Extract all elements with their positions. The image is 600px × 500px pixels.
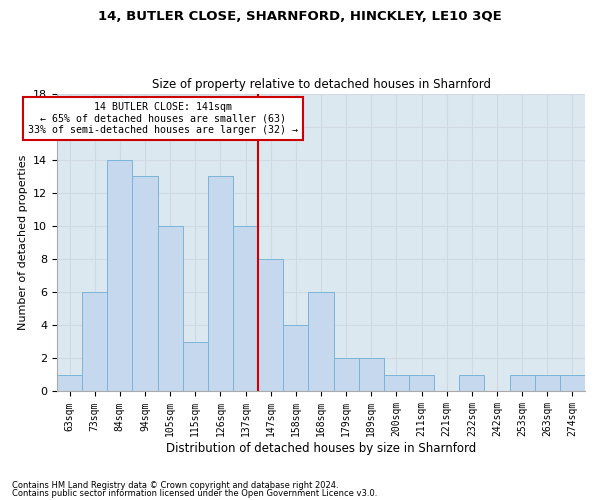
Bar [308,292,334,392]
Bar [158,226,183,392]
Bar [359,358,384,392]
Bar [459,375,484,392]
Bar [384,375,409,392]
Text: 14, BUTLER CLOSE, SHARNFORD, HINCKLEY, LE10 3QE: 14, BUTLER CLOSE, SHARNFORD, HINCKLEY, L… [98,10,502,23]
Text: 14 BUTLER CLOSE: 141sqm
← 65% of detached houses are smaller (63)
33% of semi-de: 14 BUTLER CLOSE: 141sqm ← 65% of detache… [28,102,298,135]
Text: Contains public sector information licensed under the Open Government Licence v3: Contains public sector information licen… [12,488,377,498]
Bar [409,375,434,392]
Bar [208,176,233,392]
Y-axis label: Number of detached properties: Number of detached properties [17,155,28,330]
Bar [334,358,359,392]
Title: Size of property relative to detached houses in Sharnford: Size of property relative to detached ho… [151,78,491,91]
Bar [57,375,82,392]
X-axis label: Distribution of detached houses by size in Sharnford: Distribution of detached houses by size … [166,442,476,455]
Bar [283,326,308,392]
Text: Contains HM Land Registry data © Crown copyright and database right 2024.: Contains HM Land Registry data © Crown c… [12,481,338,490]
Bar [82,292,107,392]
Bar [233,226,258,392]
Bar [183,342,208,392]
Bar [107,160,133,392]
Bar [535,375,560,392]
Bar [258,259,283,392]
Bar [133,176,158,392]
Bar [560,375,585,392]
Bar [509,375,535,392]
